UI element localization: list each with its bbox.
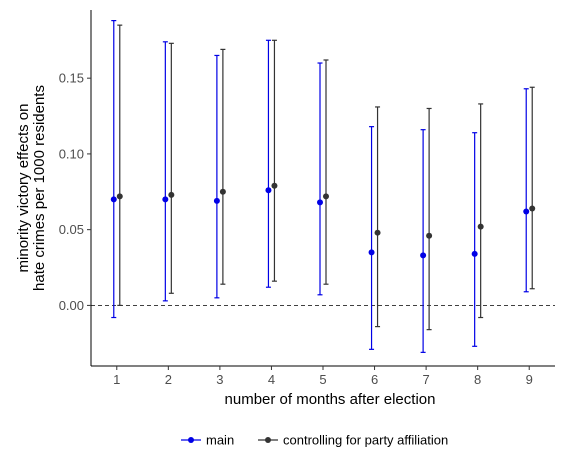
data-point — [116, 193, 123, 200]
x-tick-label: 5 — [319, 372, 326, 387]
y-tick-label: 0.05 — [59, 222, 84, 237]
legend-label: controlling for party affiliation — [283, 433, 448, 448]
data-point — [426, 232, 433, 239]
data-point — [323, 193, 329, 200]
y-tick-label: 0.10 — [59, 146, 84, 161]
series-main — [110, 20, 530, 353]
legend-key-point — [188, 437, 194, 443]
series-group — [110, 20, 536, 353]
data-point — [317, 199, 323, 206]
y-tick-label: 0.15 — [59, 71, 84, 86]
x-tick-label: 9 — [526, 372, 533, 387]
x-tick-label: 7 — [422, 372, 429, 387]
axes-group — [90, 10, 555, 367]
y-tick-label: 0.00 — [59, 298, 84, 313]
data-point — [162, 196, 169, 203]
data-point — [265, 187, 272, 194]
data-point — [471, 250, 478, 257]
data-point — [213, 197, 220, 204]
x-tick-label: 4 — [268, 372, 275, 387]
y-axis-title-line-2: hate crimes per 1000 residents — [31, 85, 48, 291]
x-ticks-group: 1 2 3 4 5 6 7 8 9 — [113, 366, 533, 387]
series-controlling — [116, 24, 536, 331]
data-point — [529, 205, 536, 212]
data-point — [477, 223, 484, 230]
data-point — [168, 191, 175, 198]
x-tick-label: 8 — [474, 372, 481, 387]
x-tick-label: 1 — [113, 372, 120, 387]
y-axis-title: minority victory effects on hate crimes … — [15, 85, 48, 291]
x-axis-title: number of months after election — [225, 391, 436, 408]
data-point — [271, 182, 278, 189]
data-point — [420, 252, 427, 259]
data-point — [219, 188, 226, 195]
legend-key-point — [265, 437, 271, 443]
data-point — [374, 229, 381, 236]
legend-item-main: main — [181, 433, 234, 448]
y-ticks-group: 0.00 0.05 0.10 0.15 — [59, 71, 91, 313]
data-point — [523, 208, 530, 215]
x-tick-label: 2 — [165, 372, 172, 387]
legend-label: main — [206, 433, 234, 448]
data-point — [110, 196, 117, 203]
legend: main controlling for party affiliation — [181, 433, 448, 448]
data-point — [368, 249, 375, 256]
x-tick-label: 6 — [371, 372, 378, 387]
legend-item-controlling: controlling for party affiliation — [258, 433, 448, 448]
y-axis-title-line-1: minority victory effects on — [15, 104, 32, 273]
x-tick-label: 3 — [216, 372, 223, 387]
